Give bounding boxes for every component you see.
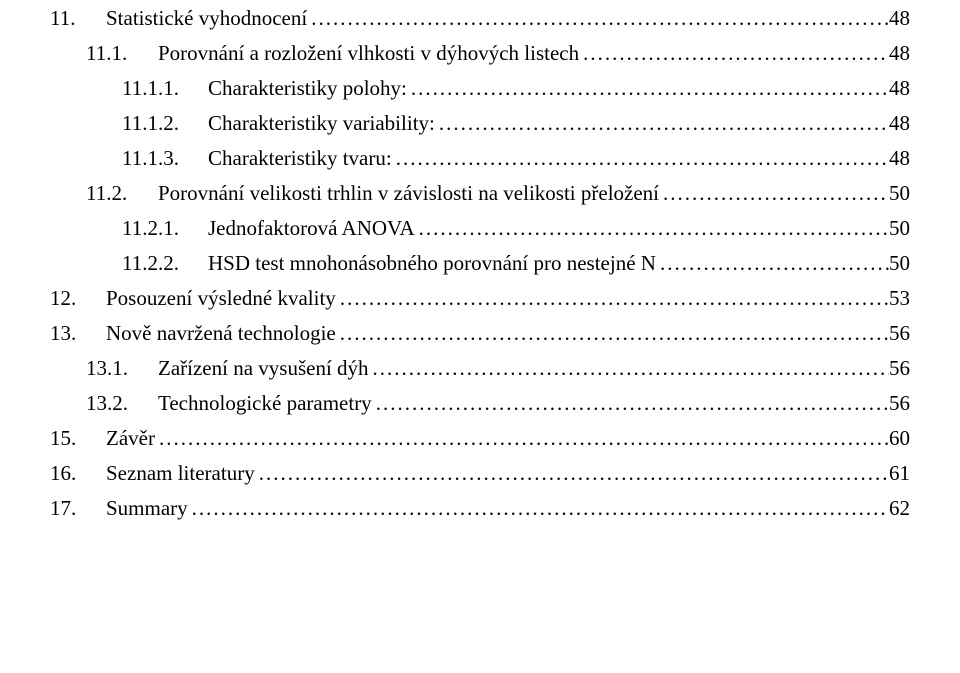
toc-title: Charakteristiky variability: — [208, 113, 435, 134]
toc-entry: 11.1.3. Charakteristiky tvaru: 48 — [50, 148, 910, 169]
toc-number: 15. — [50, 428, 106, 449]
toc-number: 11.1.3. — [122, 148, 208, 169]
toc-pagenum: 56 — [889, 393, 910, 414]
toc-title: Porovnání velikosti trhlin v závislosti … — [158, 183, 659, 204]
toc-leader — [307, 8, 889, 29]
toc-entry: 13.1. Zařízení na vysušení dýh 56 — [50, 358, 910, 379]
toc-leader — [372, 393, 889, 414]
toc-title: Summary — [106, 498, 188, 519]
toc-leader — [579, 43, 889, 64]
toc-leader — [392, 148, 889, 169]
toc-leader — [656, 253, 889, 274]
toc-title: Seznam literatury — [106, 463, 255, 484]
toc-entry: 11.1.1. Charakteristiky polohy: 48 — [50, 78, 910, 99]
toc-number: 17. — [50, 498, 106, 519]
toc-pagenum: 48 — [889, 78, 910, 99]
toc-title: Charakteristiky polohy: — [208, 78, 407, 99]
toc-pagenum: 61 — [889, 463, 910, 484]
toc-title: Jednofaktorová ANOVA — [208, 218, 415, 239]
toc-pagenum: 56 — [889, 323, 910, 344]
toc-title: Charakteristiky tvaru: — [208, 148, 392, 169]
toc-leader — [188, 498, 889, 519]
toc-title: Statistické vyhodnocení — [106, 8, 307, 29]
toc-pagenum: 50 — [889, 253, 910, 274]
toc-title: Nově navržená technologie — [106, 323, 336, 344]
toc-pagenum: 62 — [889, 498, 910, 519]
toc-number: 11.1. — [86, 43, 158, 64]
toc-number: 11.2.1. — [122, 218, 208, 239]
toc-number: 11.1.2. — [122, 113, 208, 134]
toc-pagenum: 53 — [889, 288, 910, 309]
toc-number: 12. — [50, 288, 106, 309]
toc-title: Posouzení výsledné kvality — [106, 288, 336, 309]
toc-leader — [369, 358, 889, 379]
toc-leader — [336, 323, 889, 344]
toc-number: 11.1.1. — [122, 78, 208, 99]
toc-pagenum: 50 — [889, 218, 910, 239]
toc-entry: 11.1.2. Charakteristiky variability: 48 — [50, 113, 910, 134]
toc-title: HSD test mnohonásobného porovnání pro ne… — [208, 253, 656, 274]
toc-number: 11.2. — [86, 183, 158, 204]
toc-leader — [336, 288, 889, 309]
toc-pagenum: 48 — [889, 148, 910, 169]
toc-title: Závěr — [106, 428, 155, 449]
toc-entry: 11.1. Porovnání a rozložení vlhkosti v d… — [50, 43, 910, 64]
toc-pagenum: 60 — [889, 428, 910, 449]
toc-number: 13.2. — [86, 393, 158, 414]
toc-number: 11. — [50, 8, 106, 29]
toc-number: 13.1. — [86, 358, 158, 379]
toc-page: 11. Statistické vyhodnocení 48 11.1. Por… — [0, 0, 960, 519]
toc-pagenum: 56 — [889, 358, 910, 379]
toc-number: 11.2.2. — [122, 253, 208, 274]
toc-entry: 11.2. Porovnání velikosti trhlin v závis… — [50, 183, 910, 204]
toc-leader — [255, 463, 889, 484]
toc-title: Zařízení na vysušení dýh — [158, 358, 369, 379]
toc-entry: 17. Summary 62 — [50, 498, 910, 519]
toc-entry: 13. Nově navržená technologie 56 — [50, 323, 910, 344]
toc-entry: 16. Seznam literatury 61 — [50, 463, 910, 484]
toc-entry: 11.2.2. HSD test mnohonásobného porovnán… — [50, 253, 910, 274]
toc-pagenum: 50 — [889, 183, 910, 204]
toc-number: 13. — [50, 323, 106, 344]
toc-title: Porovnání a rozložení vlhkosti v dýhovýc… — [158, 43, 579, 64]
toc-entry: 11. Statistické vyhodnocení 48 — [50, 8, 910, 29]
toc-entry: 11.2.1. Jednofaktorová ANOVA 50 — [50, 218, 910, 239]
toc-leader — [155, 428, 889, 449]
toc-entry: 13.2. Technologické parametry 56 — [50, 393, 910, 414]
toc-leader — [415, 218, 889, 239]
toc-leader — [435, 113, 889, 134]
toc-number: 16. — [50, 463, 106, 484]
toc-pagenum: 48 — [889, 8, 910, 29]
toc-pagenum: 48 — [889, 113, 910, 134]
toc-leader — [659, 183, 889, 204]
toc-entry: 15. Závěr 60 — [50, 428, 910, 449]
toc-leader — [407, 78, 889, 99]
toc-entry: 12. Posouzení výsledné kvality 53 — [50, 288, 910, 309]
toc-pagenum: 48 — [889, 43, 910, 64]
toc-title: Technologické parametry — [158, 393, 372, 414]
